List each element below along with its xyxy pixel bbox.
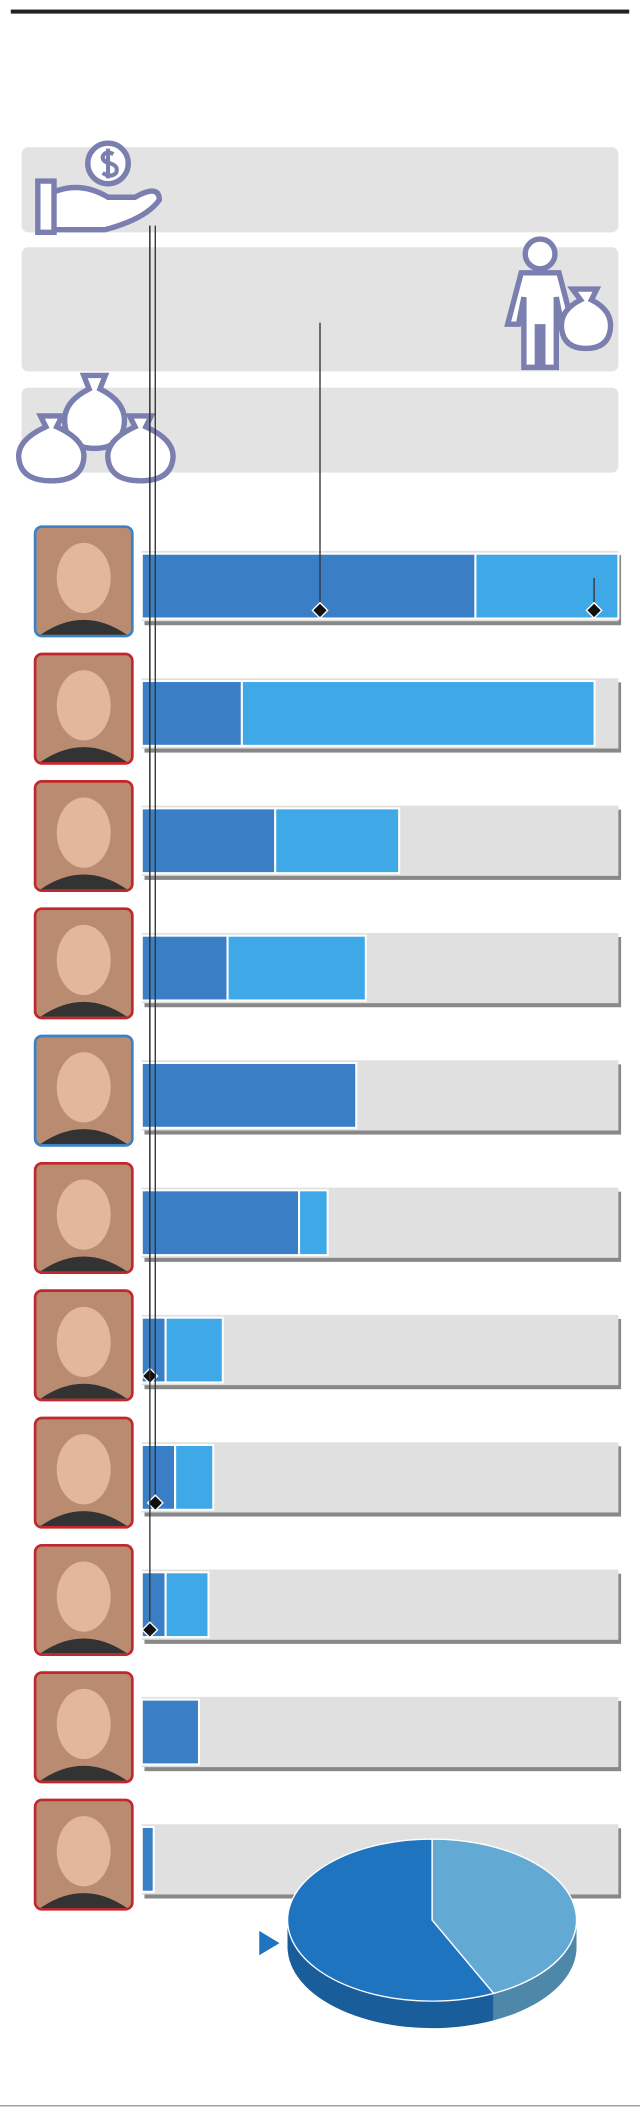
bar-segment	[140, 680, 243, 747]
track	[141, 1569, 619, 1640]
photo-face	[56, 1179, 111, 1250]
photo-face	[56, 797, 111, 868]
bar-segment	[140, 1698, 200, 1766]
money-bags-icon	[16, 372, 176, 484]
photo-shoulders	[40, 1129, 127, 1145]
photo-shoulders	[40, 1256, 127, 1272]
pie-slice	[286, 1838, 495, 2002]
bar-segment	[140, 1189, 301, 1257]
panel	[21, 147, 619, 233]
photo-shoulders	[40, 1765, 127, 1781]
leader-diamond	[585, 601, 603, 619]
pie	[286, 1838, 578, 2029]
bar-segment	[298, 1189, 329, 1257]
photo-face	[56, 1306, 111, 1378]
photo-shoulders	[40, 1638, 127, 1654]
top-rule	[10, 9, 630, 14]
leader-diamond	[311, 601, 329, 619]
bar-segment	[226, 934, 367, 1002]
track	[141, 1696, 619, 1768]
photo-face	[56, 670, 111, 741]
bar-segment	[164, 1571, 210, 1639]
bar-segment	[240, 680, 596, 747]
pie-slice	[431, 1838, 578, 1995]
photo-face	[56, 1561, 111, 1632]
photo-face	[56, 924, 111, 996]
bottom-rule	[0, 2105, 640, 2107]
photo-face	[56, 1816, 111, 1887]
photo-shoulders	[40, 1893, 127, 1908]
bar-segment	[174, 1443, 215, 1511]
pointer	[259, 1930, 280, 1956]
photo-shoulders	[40, 619, 127, 635]
bar-segment	[140, 807, 277, 875]
leader-diamond	[141, 1621, 159, 1639]
photo-shoulders	[40, 1001, 127, 1017]
photo-shoulders	[40, 747, 127, 763]
photo-shoulders	[40, 1383, 127, 1399]
bar-segment	[140, 552, 477, 620]
photo-face	[56, 542, 111, 614]
panel	[21, 247, 619, 372]
bar-segment	[140, 1061, 358, 1129]
photo-shoulders	[40, 874, 127, 890]
photo-face	[56, 1434, 111, 1505]
bar-segment	[140, 1825, 155, 1893]
bar-segment	[140, 934, 229, 1002]
hand-coin-icon	[35, 140, 163, 236]
photo-face	[56, 1688, 111, 1760]
bar-segment	[164, 1316, 224, 1384]
photo-face	[56, 1052, 111, 1123]
track	[141, 1442, 619, 1513]
leader-diamond	[146, 1494, 164, 1512]
bar-segment	[274, 807, 401, 875]
man-bag-icon	[504, 236, 614, 371]
